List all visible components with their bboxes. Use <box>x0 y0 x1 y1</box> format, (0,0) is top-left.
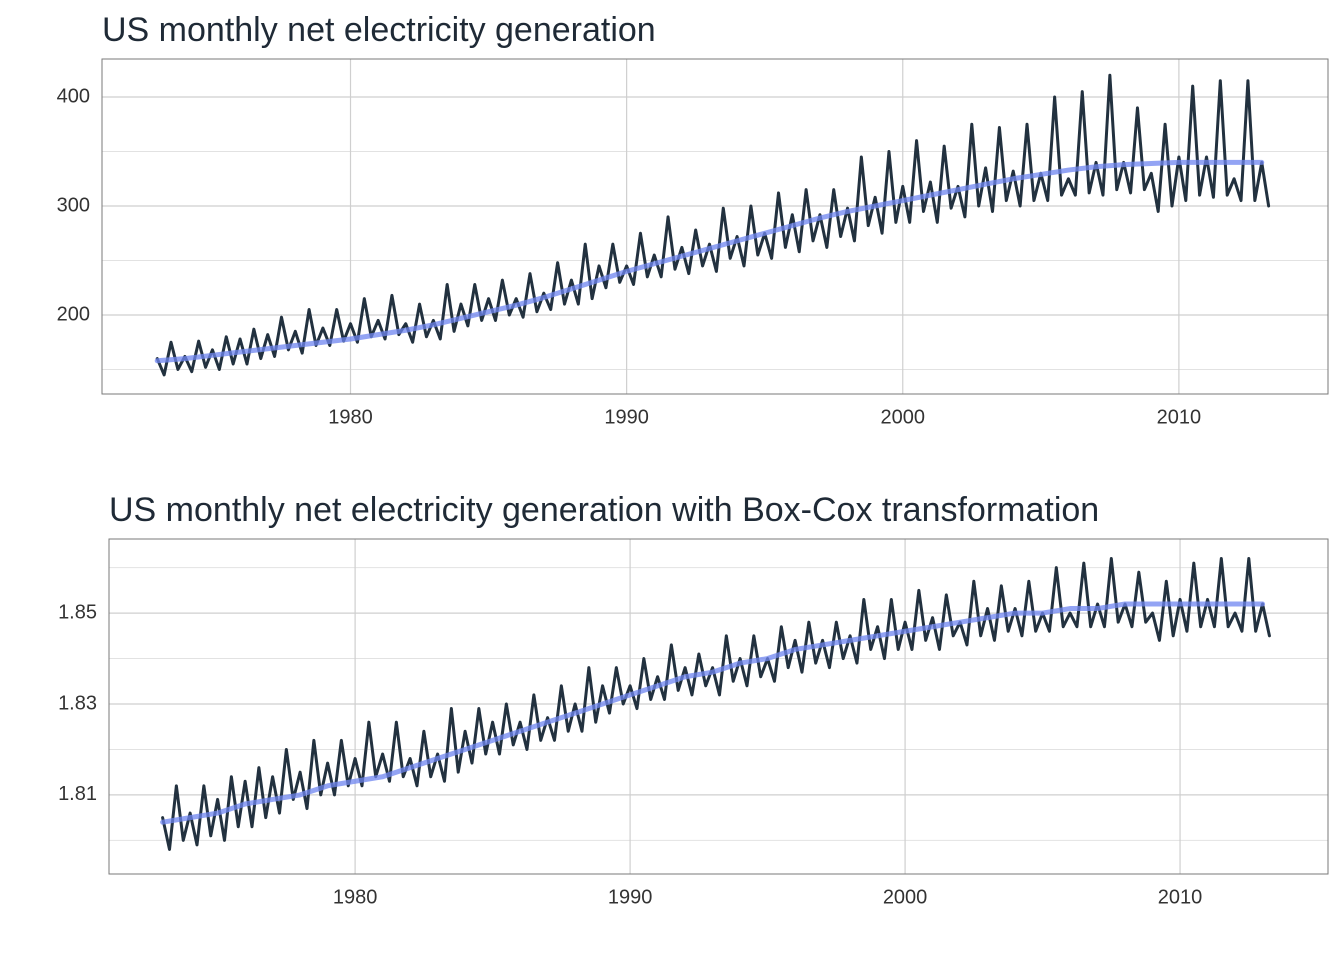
x-tick-label: 1980 <box>328 406 373 428</box>
y-tick-label: 400 <box>57 85 90 107</box>
x-tick-label: 2000 <box>881 406 926 428</box>
plot-border <box>108 538 1329 875</box>
x-tick-label: 1980 <box>333 886 378 908</box>
y-tick-label: 200 <box>57 303 90 325</box>
data-line <box>155 73 1271 377</box>
x-tick-label: 2000 <box>883 886 928 908</box>
y-tick-label: 1.83 <box>58 692 97 714</box>
trend-line <box>160 601 1266 825</box>
y-tick-label: 1.81 <box>58 783 97 805</box>
chart-title: US monthly net electricity generation <box>102 11 656 49</box>
chart-title: US monthly net electricity generation wi… <box>109 491 1099 529</box>
trend-line <box>154 159 1265 364</box>
data-line <box>161 557 1271 851</box>
x-tick-label: 1990 <box>604 406 649 428</box>
x-tick-label: 2010 <box>1158 886 1203 908</box>
y-tick-label: 1.85 <box>58 601 97 623</box>
x-tick-label: 1990 <box>608 886 653 908</box>
plot-border <box>101 58 1329 395</box>
y-tick-label: 300 <box>57 194 90 216</box>
x-tick-label: 2010 <box>1157 406 1202 428</box>
